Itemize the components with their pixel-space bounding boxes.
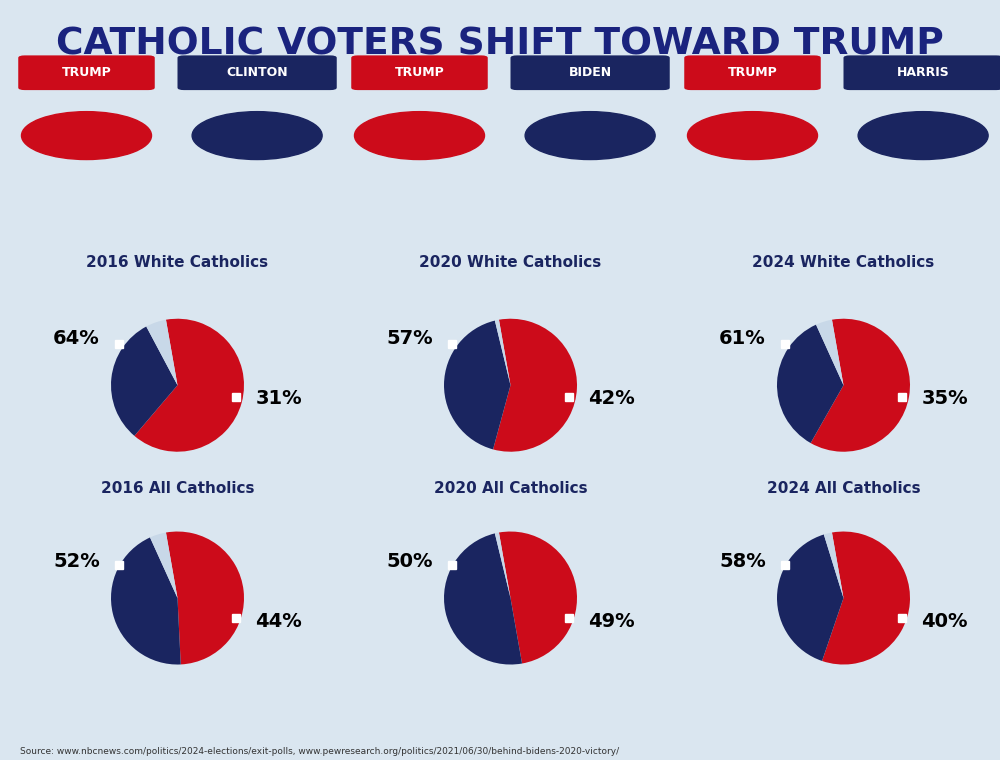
Text: BIDEN: BIDEN (569, 65, 612, 78)
FancyBboxPatch shape (511, 55, 670, 90)
FancyBboxPatch shape (684, 55, 821, 90)
Wedge shape (822, 531, 910, 664)
Text: 31%: 31% (255, 389, 302, 408)
Text: CLINTON: CLINTON (226, 65, 288, 78)
Text: 2016 White Catholics: 2016 White Catholics (86, 255, 269, 270)
Wedge shape (777, 325, 844, 443)
Text: 2020 All Catholics: 2020 All Catholics (434, 481, 587, 496)
Wedge shape (146, 320, 177, 385)
Wedge shape (444, 534, 522, 664)
Text: 2020 White Catholics: 2020 White Catholics (419, 255, 602, 270)
Wedge shape (493, 318, 577, 451)
Wedge shape (499, 531, 577, 663)
Text: TRUMP: TRUMP (62, 65, 111, 78)
Text: TRUMP: TRUMP (395, 65, 444, 78)
Text: 2016 All Catholics: 2016 All Catholics (101, 481, 254, 496)
Text: 57%: 57% (386, 329, 433, 348)
Text: 64%: 64% (53, 329, 100, 348)
Circle shape (525, 112, 655, 160)
Wedge shape (811, 318, 910, 451)
Circle shape (22, 112, 152, 160)
Wedge shape (495, 320, 511, 385)
Text: 40%: 40% (921, 612, 968, 631)
Wedge shape (816, 320, 844, 385)
Text: Source: www.nbcnews.com/politics/2024-elections/exit-polls, www.pewresearch.org/: Source: www.nbcnews.com/politics/2024-el… (20, 747, 619, 756)
Circle shape (688, 112, 818, 160)
Text: TRUMP: TRUMP (728, 65, 777, 78)
FancyBboxPatch shape (844, 55, 1000, 90)
Wedge shape (777, 534, 844, 661)
Text: CATHOLIC VOTERS SHIFT TOWARD TRUMP: CATHOLIC VOTERS SHIFT TOWARD TRUMP (56, 27, 944, 62)
Text: 2024 All Catholics: 2024 All Catholics (767, 481, 920, 496)
Circle shape (192, 112, 322, 160)
Wedge shape (166, 531, 244, 664)
Circle shape (858, 112, 988, 160)
Text: 35%: 35% (921, 389, 968, 408)
FancyBboxPatch shape (178, 55, 337, 90)
FancyBboxPatch shape (351, 55, 488, 90)
Circle shape (354, 112, 484, 160)
Text: 42%: 42% (588, 389, 635, 408)
Text: 2024 White Catholics: 2024 White Catholics (752, 255, 935, 270)
FancyBboxPatch shape (18, 55, 155, 90)
Wedge shape (495, 533, 511, 598)
Wedge shape (134, 318, 244, 451)
Wedge shape (111, 537, 181, 664)
Wedge shape (150, 533, 177, 598)
Text: 61%: 61% (719, 329, 766, 348)
Text: HARRIS: HARRIS (897, 65, 950, 78)
Wedge shape (444, 321, 511, 449)
Text: 49%: 49% (588, 612, 635, 631)
Text: 44%: 44% (255, 612, 302, 631)
Wedge shape (824, 533, 844, 598)
Text: 52%: 52% (53, 552, 100, 571)
Text: 50%: 50% (386, 552, 433, 571)
Wedge shape (111, 327, 177, 436)
Text: 58%: 58% (719, 552, 766, 571)
